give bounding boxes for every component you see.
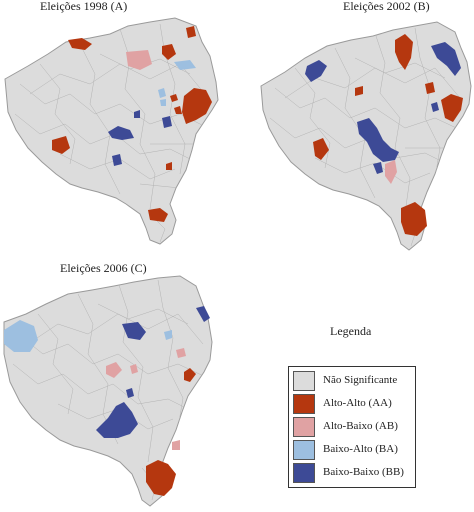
cluster-ab [176, 348, 186, 358]
cluster-bb [196, 306, 210, 322]
cluster-ba [158, 88, 166, 98]
cluster-bb [126, 388, 134, 398]
map-2006 [3, 275, 213, 507]
map-1998 [4, 17, 219, 245]
legend-label: Baixo-Alto (BA) [323, 443, 398, 455]
cluster-aa [182, 88, 212, 124]
map-title-1998: Eleições 1998 (A) [40, 0, 128, 13]
cluster-bb [112, 154, 122, 166]
cluster-bb [162, 116, 172, 128]
cluster-aa [174, 106, 182, 114]
cluster-bb [96, 402, 138, 438]
cluster-aa [162, 44, 176, 60]
cluster-bb [305, 60, 327, 82]
legend-item-ns: Não Significante [293, 371, 411, 391]
bahia-outline [3, 275, 213, 507]
cluster-ba [174, 60, 196, 70]
map-title-2006: Eleições 2006 (C) [60, 261, 147, 275]
clusters-1998 [52, 26, 212, 222]
legend-item-bb: Baixo-Baixo (BB) [293, 463, 411, 483]
cluster-bb [357, 118, 399, 162]
cluster-ab [126, 50, 152, 70]
legend-swatch [293, 463, 315, 483]
cluster-bb [122, 322, 146, 340]
cluster-aa [146, 460, 176, 496]
legend-item-ab: Alto-Baixo (AB) [293, 417, 411, 437]
map-2002 [260, 21, 472, 251]
cluster-ab [385, 160, 397, 184]
legend-label: Alto-Alto (AA) [323, 397, 392, 409]
cluster-aa [166, 162, 172, 170]
cluster-bb [431, 102, 439, 112]
cluster-ab [106, 362, 122, 378]
cluster-aa [401, 202, 427, 236]
legend-item-aa: Alto-Alto (AA) [293, 394, 411, 414]
cluster-aa [148, 208, 168, 222]
cluster-ba [4, 320, 38, 352]
cluster-ba [164, 330, 172, 340]
municipality-borders [269, 27, 466, 247]
cluster-aa [186, 26, 196, 38]
cluster-bb [108, 126, 134, 140]
clusters-2006 [4, 306, 210, 496]
cluster-ab [172, 440, 180, 450]
cluster-ab [130, 364, 138, 374]
legend-item-ba: Baixo-Alto (BA) [293, 440, 411, 460]
cluster-aa [170, 94, 178, 102]
legend-title: Legenda [330, 324, 372, 338]
cluster-aa [395, 34, 413, 70]
cluster-aa [313, 138, 329, 160]
legend-swatch [293, 371, 315, 391]
cluster-bb [134, 110, 140, 118]
legend-label: Não Significante [323, 374, 398, 386]
cluster-bb [431, 42, 461, 76]
cluster-bb [373, 162, 383, 174]
legend-swatch [293, 394, 315, 414]
legend-swatch [293, 417, 315, 437]
legend-label: Baixo-Baixo (BB) [323, 466, 404, 478]
map-title-2002: Eleições 2002 (B) [343, 0, 430, 13]
clusters-2002 [305, 34, 463, 236]
cluster-ba [160, 99, 166, 106]
cluster-aa [68, 38, 92, 50]
legend-swatch [293, 440, 315, 460]
cluster-aa [425, 82, 435, 94]
legend-label: Alto-Baixo (AB) [323, 420, 398, 432]
cluster-aa [355, 86, 363, 96]
legend: Não Significante Alto-Alto (AA) Alto-Bai… [288, 366, 416, 488]
cluster-aa [52, 136, 70, 154]
cluster-aa [184, 368, 196, 382]
cluster-aa [441, 94, 463, 122]
